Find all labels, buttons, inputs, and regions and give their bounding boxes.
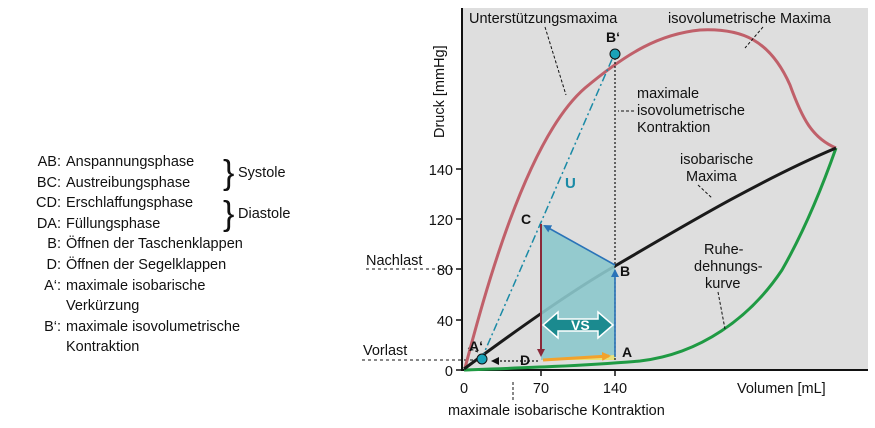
legend-row-a-prime-cont: Verkürzung	[14, 296, 334, 317]
unterstuetzungsmaxima-label: Unterstützungsmaxima	[469, 11, 618, 27]
x-axis-label: Volumen [mL]	[737, 381, 826, 397]
legend-code: BC:	[36, 174, 61, 191]
systole-brace: }	[223, 154, 235, 192]
legend-code: AB:	[37, 154, 61, 170]
y-axis-label: Druck [mmHg]	[432, 45, 448, 138]
systole-label: Systole	[238, 165, 286, 181]
y-tick-label: 120	[429, 213, 453, 229]
y-tick-label: 40	[437, 314, 453, 330]
point-d-label: D	[520, 352, 530, 368]
legend-code: DA:	[36, 215, 61, 232]
legend-text: Anspannungsphase	[66, 154, 195, 170]
rest-curve-label-line2: dehnungs-	[694, 259, 763, 275]
legend-row-b-prime-cont: Kontraktion	[14, 337, 334, 358]
leader-unterstuetzung	[544, 26, 567, 96]
leader-rest	[717, 291, 726, 330]
max-isovol-label-line1: maximale	[637, 86, 699, 102]
legend-text: Öffnen der Segelklappen	[66, 256, 227, 273]
u-line	[480, 56, 614, 361]
isobaric-maxima-label-line2: Maxima	[686, 169, 738, 185]
leader-vs-left	[467, 347, 479, 353]
diastole-brace: }	[223, 195, 235, 233]
y-tick-label: 0	[445, 364, 453, 380]
legend-text: maximale isobarische	[66, 277, 206, 294]
legend-code: B‘:	[44, 318, 61, 335]
point-b-prime-label: B‘	[606, 29, 620, 45]
legend-text: Austreibungsphase	[66, 174, 191, 191]
nachlast-label: Nachlast	[366, 253, 422, 269]
vorlast-label: Vorlast	[363, 343, 407, 359]
legend-code: A‘:	[44, 277, 61, 294]
legend-row-da: DA: Füllungsphase	[14, 214, 334, 235]
rest-curve-label-line3: kurve	[705, 276, 740, 292]
ruhedehnungskurve	[463, 147, 838, 372]
isobaric-maxima-label-line1: isobarische	[680, 152, 753, 168]
legend-row-b-prime: B‘: maximale isovolumetrische	[14, 317, 334, 338]
rest-curve-label-line1: Ruhe-	[704, 242, 744, 258]
isobaric-maxima-curve	[463, 146, 837, 371]
legend-code: CD:	[36, 195, 61, 212]
x-tick-label: 140	[603, 381, 627, 397]
loop-edge-da	[542, 351, 611, 362]
legend-text: Verkürzung	[66, 298, 140, 315]
plot-panel	[462, 8, 868, 370]
legend-row-ab: AB: Anspannungsphase	[14, 152, 334, 173]
legend-row-bc: BC: Austreibungsphase	[14, 173, 334, 194]
legend-text: Erschlaffungsphase	[66, 195, 194, 212]
point-b-prime-marker	[609, 48, 621, 60]
max-isovol-label-line2: isovolumetrische	[637, 103, 745, 119]
y-tick-label: 80	[437, 263, 453, 279]
x-tick-label: 70	[533, 381, 549, 397]
point-c-label: C	[521, 211, 531, 227]
legend-text: maximale isovolumetrische	[66, 318, 241, 335]
max-isobaric-bottom-label: maximale isobarische Kontraktion	[448, 403, 665, 419]
point-a-label: A	[622, 344, 632, 360]
legend-text: Kontraktion	[66, 339, 140, 356]
isovolumetric-maxima-curve	[463, 28, 837, 369]
legend-row-d: D: Öffnen der Segelklappen	[14, 255, 334, 276]
legend-row-cd: CD: Erschlaffungsphase	[14, 193, 334, 214]
phase-legend: AB: Anspannungsphase BC: Austreibungsphase…	[14, 152, 334, 358]
max-isovol-label-line3: Kontraktion	[637, 120, 710, 136]
y-tick-label: 140	[429, 163, 453, 179]
u-label: U	[565, 175, 576, 192]
leader-isobaric	[697, 184, 713, 199]
legend-row-b: B: Öffnen der Taschenklappen	[14, 234, 334, 255]
point-b-label: B	[620, 263, 630, 279]
x-ticks	[540, 370, 616, 376]
legend-row-a-prime: A‘: maximale isobarische	[14, 276, 334, 297]
legend-code: B:	[47, 236, 61, 253]
vs-label: VS	[571, 317, 590, 333]
loop-edge-bc	[543, 225, 616, 266]
legend-text: Füllungsphase	[66, 215, 161, 232]
isovolumetric-maxima-label: isovolumetrische Maxima	[668, 11, 832, 27]
legend-code: D:	[46, 256, 62, 273]
diastole-label: Diastole	[238, 206, 291, 222]
point-a-prime-marker	[476, 353, 488, 365]
legend-text: Öffnen der Taschenklappen	[66, 236, 243, 253]
x-tick-label: 0	[460, 381, 468, 397]
vs-double-arrow	[541, 310, 615, 340]
